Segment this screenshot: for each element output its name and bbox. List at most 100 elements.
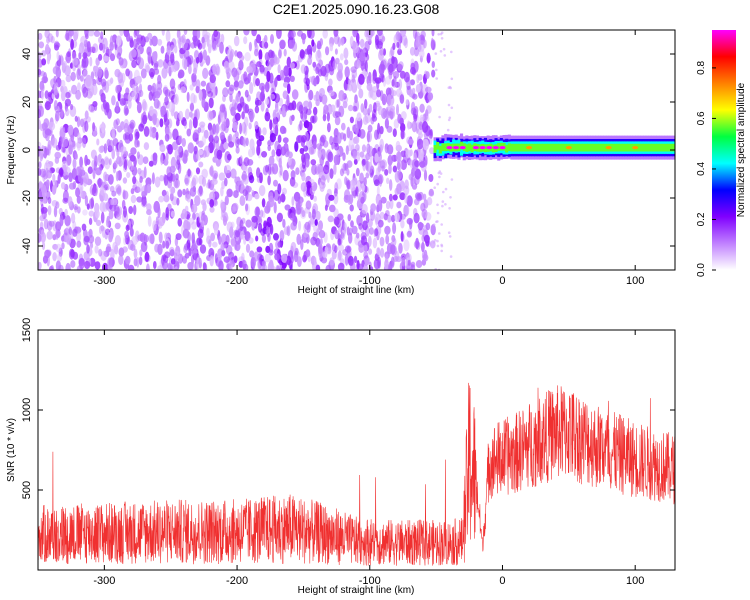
spectrogram-cell bbox=[281, 110, 287, 118]
spectrogram-cell bbox=[374, 152, 379, 163]
spectrogram-cell bbox=[353, 158, 358, 165]
spectrogram-cell bbox=[419, 114, 425, 122]
spectrogram-cell bbox=[159, 175, 164, 182]
spectrogram-cell bbox=[71, 212, 76, 224]
spectrogram-cell bbox=[425, 222, 431, 231]
spectrogram-cell bbox=[361, 203, 368, 215]
spectrogram-cell bbox=[544, 143, 548, 152]
spectrogram-cell bbox=[291, 114, 295, 122]
spectrogram-cell bbox=[178, 110, 184, 121]
spectrogram-cell bbox=[82, 137, 87, 149]
spectrogram-cell bbox=[286, 94, 290, 107]
colorbar: 0.0 0.2 0.4 0.6 0.8 Normalized spectral ampl… bbox=[696, 30, 747, 277]
spectrogram-cell bbox=[146, 183, 152, 194]
spectrogram-cell bbox=[272, 121, 279, 129]
spectrogram-cell bbox=[43, 197, 47, 204]
spectrogram-cell bbox=[198, 161, 204, 168]
x-tick-label: 100 bbox=[626, 275, 644, 287]
spectrogram-cell bbox=[164, 127, 171, 135]
spectrogram-cell bbox=[223, 117, 230, 129]
spectrogram-cell bbox=[407, 138, 414, 145]
spectrogram-cell bbox=[393, 34, 399, 44]
spectrogram-cell bbox=[164, 96, 169, 106]
spectrogram-cell bbox=[56, 253, 63, 262]
spectrogram-cell bbox=[300, 110, 304, 120]
spectrogram-cell bbox=[334, 182, 339, 194]
spectrogram-cell bbox=[354, 135, 360, 145]
spectrogram-cell bbox=[243, 157, 250, 167]
spectrogram-cell bbox=[99, 186, 105, 196]
spectrogram-cell bbox=[648, 143, 652, 152]
spectrogram-cell bbox=[219, 103, 225, 113]
spectrogram-cell bbox=[406, 195, 413, 207]
spectrogram-cell bbox=[108, 174, 114, 185]
spectrogram-cell bbox=[150, 71, 154, 79]
spectrogram-cell bbox=[198, 186, 203, 194]
spectrogram-cell bbox=[220, 33, 225, 44]
spectrogram-cell bbox=[354, 94, 358, 104]
spectrogram-cell bbox=[103, 143, 108, 154]
spectrogram-cell bbox=[310, 255, 317, 266]
spectrogram-cell bbox=[169, 44, 175, 55]
spectrogram-cell bbox=[307, 30, 312, 39]
spectrogram-cell bbox=[111, 190, 117, 197]
spectrogram-cell bbox=[175, 233, 182, 241]
spectrogram-cell bbox=[38, 181, 43, 188]
spectrogram-cell bbox=[186, 221, 191, 231]
spectrogram-cell bbox=[349, 204, 354, 212]
spectrogram-cell bbox=[55, 243, 62, 253]
spectrogram-cell bbox=[438, 175, 441, 179]
x-tick-label: -100 bbox=[359, 575, 381, 587]
spectrogram-cell bbox=[140, 241, 148, 253]
spectrogram-cell bbox=[359, 38, 365, 48]
spectrogram-cell bbox=[287, 83, 291, 94]
spectrogram-cell bbox=[222, 87, 229, 98]
spectrogram-cell bbox=[486, 146, 493, 150]
spectrogram-cell bbox=[437, 171, 441, 175]
spectrogram-cell bbox=[200, 80, 207, 87]
spectrogram-y-ticks: -40 -20 0 20 40 bbox=[21, 48, 675, 254]
spectrogram-cell bbox=[208, 97, 214, 109]
spectrogram-cell bbox=[46, 144, 52, 156]
spectrogram-cell bbox=[515, 143, 519, 152]
spectrogram-cell bbox=[134, 186, 141, 193]
spectrogram-cell bbox=[343, 47, 349, 60]
spectrogram-cell bbox=[167, 262, 172, 270]
spectrogram-cell bbox=[137, 234, 144, 242]
spectrogram-cell bbox=[438, 232, 441, 235]
spectrogram-cell bbox=[327, 215, 334, 223]
spectrogram-cell bbox=[100, 158, 105, 169]
spectrogram-cell bbox=[360, 196, 365, 204]
colorbar-gradient bbox=[712, 30, 736, 270]
spectrogram-cell bbox=[391, 235, 396, 243]
spectrogram-cell bbox=[259, 209, 264, 218]
spectrogram-cell bbox=[56, 51, 60, 61]
spectrogram-cell bbox=[318, 243, 323, 255]
spectrogram-cell bbox=[232, 99, 236, 108]
spectrogram-cell bbox=[362, 244, 368, 254]
spectrogram-cell bbox=[127, 239, 134, 251]
spectrogram-cell bbox=[138, 83, 143, 94]
spectrogram-cell bbox=[100, 250, 107, 261]
spectrogram-cell bbox=[344, 59, 349, 66]
spectrogram-cell bbox=[340, 37, 345, 46]
spectrogram-cell bbox=[537, 143, 541, 152]
spectrogram-cell bbox=[259, 64, 265, 73]
spectrogram-cell bbox=[217, 249, 223, 261]
spectrogram-cell bbox=[277, 183, 282, 195]
spectrogram-cell bbox=[409, 46, 416, 56]
spectrogram-cell bbox=[267, 175, 271, 186]
spectrogram-cell bbox=[460, 141, 464, 150]
spectrogram-cell bbox=[400, 219, 405, 229]
spectrogram-cell bbox=[41, 76, 49, 84]
spectrogram-cell bbox=[349, 260, 356, 270]
spectrogram-cell bbox=[256, 61, 262, 68]
spectrogram-cell bbox=[384, 225, 391, 235]
spectrogram-cell bbox=[355, 167, 360, 177]
spectrogram-cell bbox=[277, 64, 281, 74]
spectrogram-cell bbox=[68, 182, 76, 190]
spectrogram-cell bbox=[206, 227, 210, 239]
spectrogram-cell bbox=[346, 226, 350, 236]
spectrogram-cell bbox=[439, 172, 443, 175]
spectrogram-cell bbox=[68, 30, 74, 37]
